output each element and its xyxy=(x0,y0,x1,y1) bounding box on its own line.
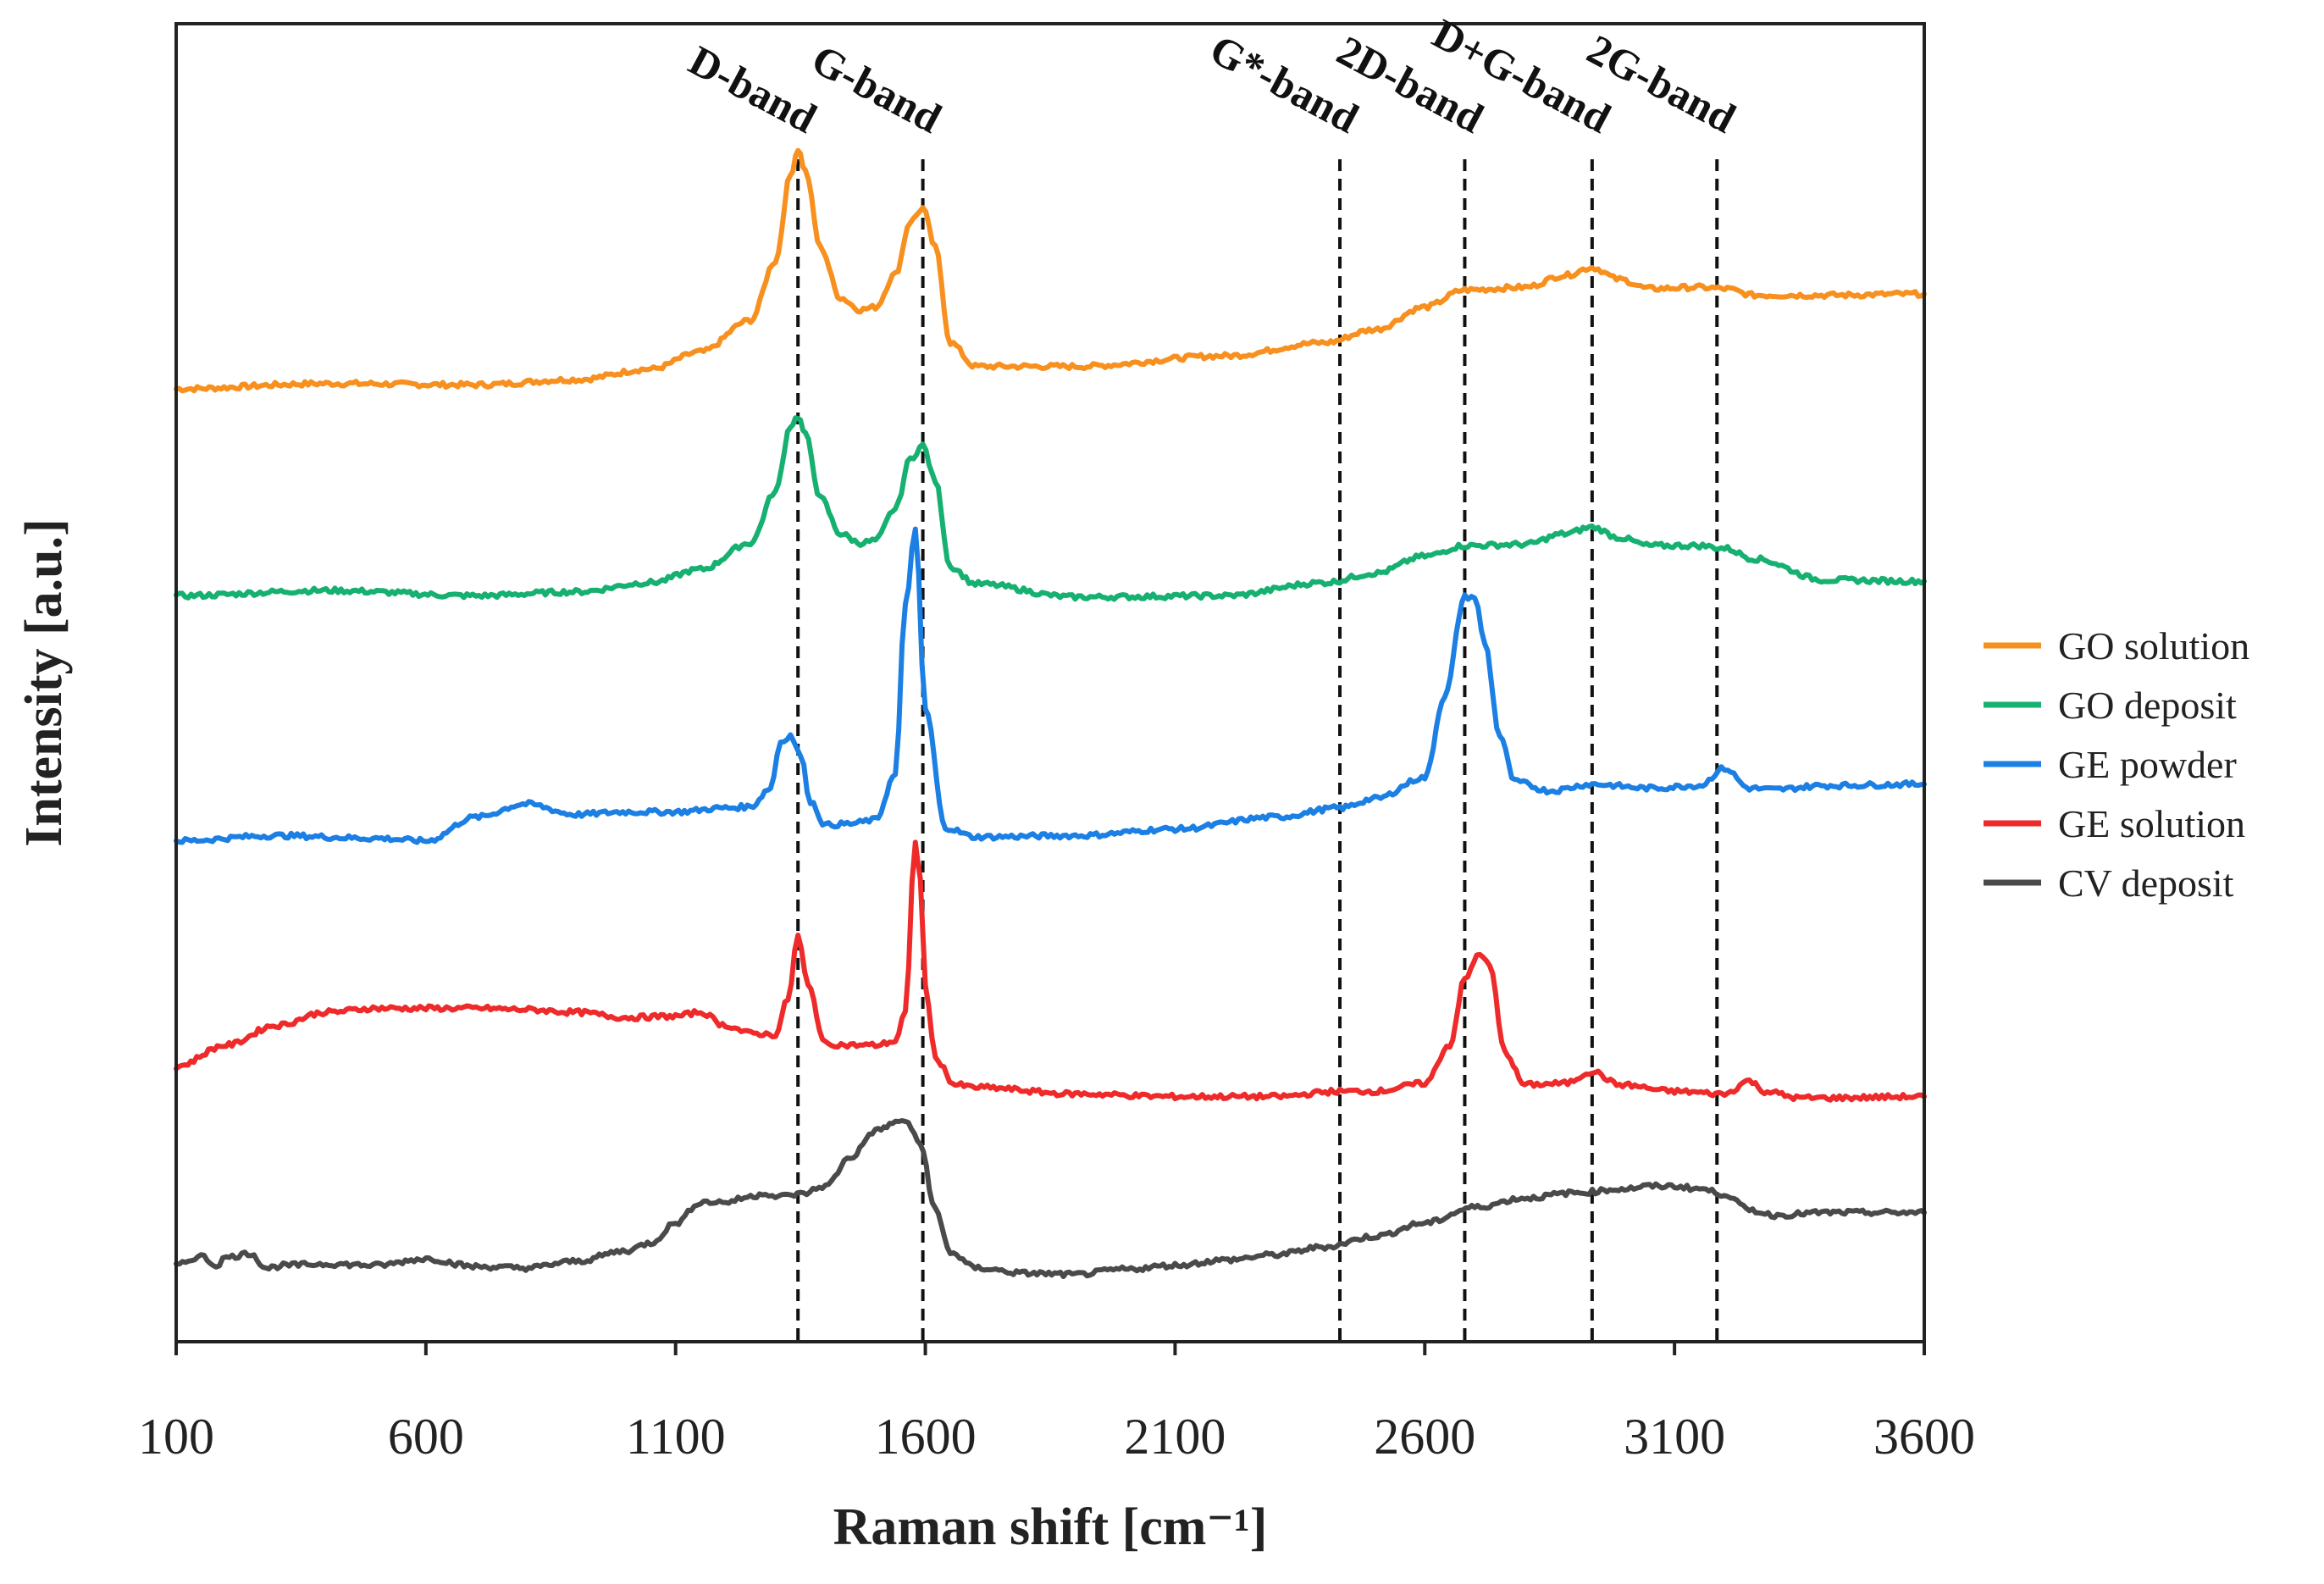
series-line-go-deposit xyxy=(174,415,1927,602)
y-axis-title: Intensity [a.u.] xyxy=(15,518,73,847)
x-tick-label: 2100 xyxy=(1124,1409,1226,1465)
series-lines xyxy=(174,147,1927,1279)
band-marker-lines xyxy=(796,159,1719,1342)
plot-area-frame xyxy=(174,22,1926,1343)
x-tick-label: 3600 xyxy=(1873,1409,1975,1465)
legend: GO solution GO deposit GE powder GE solutio… xyxy=(1984,624,2249,905)
x-tick-label: 2600 xyxy=(1374,1409,1475,1465)
legend-label-go-solution: GO solution xyxy=(2058,624,2249,667)
series-line-ge-solution xyxy=(174,839,1927,1103)
x-axis-ticks: 100 600 1100 1600 2100 2600 3100 3600 xyxy=(138,1342,1975,1465)
series-line-cv-deposit xyxy=(174,1118,1927,1279)
legend-label-ge-powder: GE powder xyxy=(2058,743,2237,786)
x-axis-title: Raman shift [cm⁻¹] xyxy=(833,1498,1268,1556)
legend-label-go-deposit: GO deposit xyxy=(2058,684,2237,727)
x-tick-label: 100 xyxy=(138,1409,214,1465)
x-tick-label: 600 xyxy=(388,1409,464,1465)
legend-label-cv-deposit: CV deposit xyxy=(2058,861,2234,905)
series-line-go-solution xyxy=(174,147,1927,394)
x-tick-label: 1600 xyxy=(875,1409,977,1465)
x-tick-label: 3100 xyxy=(1624,1409,1725,1465)
series-line-ge-powder xyxy=(174,526,1927,845)
legend-label-ge-solution: GE solution xyxy=(2058,802,2245,845)
x-tick-label: 1100 xyxy=(626,1409,726,1465)
